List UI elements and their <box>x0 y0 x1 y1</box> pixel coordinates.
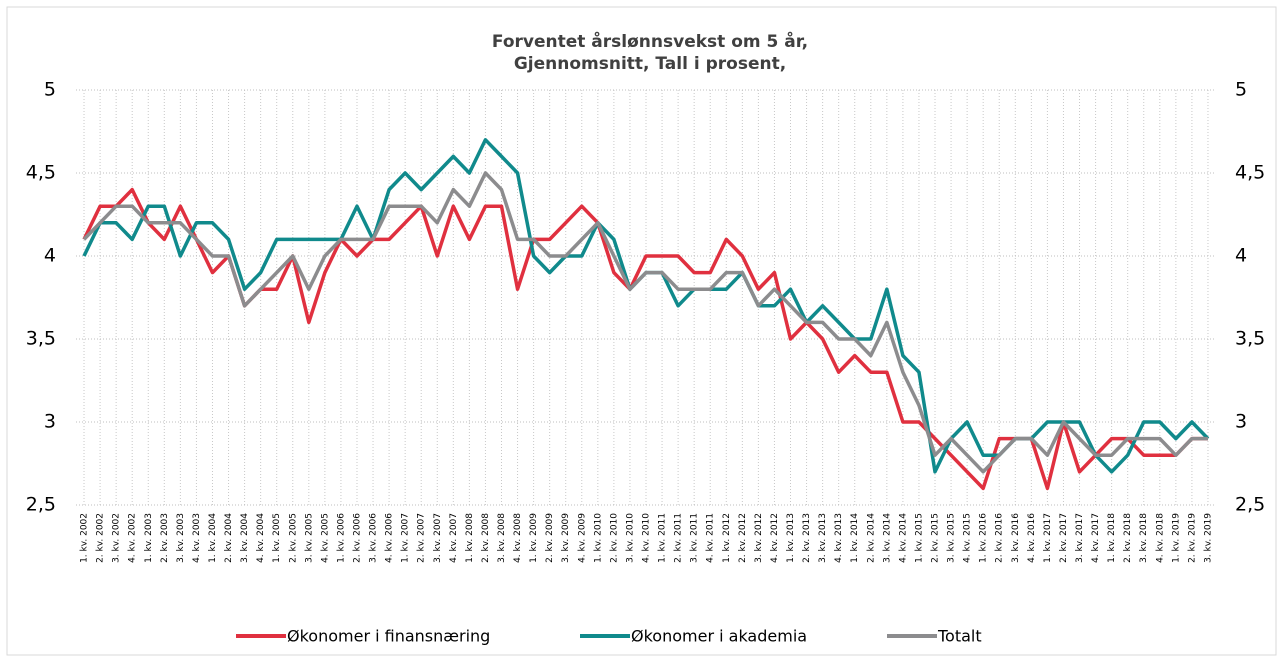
x-tick-label: 1. kv. 2002 <box>80 513 90 563</box>
x-tick-label: 3. kv. 2010 <box>625 513 635 563</box>
x-tick-label: 3. kv. 2002 <box>112 513 122 563</box>
x-tick-label: 2. kv. 2013 <box>802 513 812 563</box>
x-tick-label: 1. kv. 2011 <box>658 513 668 563</box>
legend-label: Økonomer i akademia <box>631 627 807 646</box>
x-tick-label: 4. kv. 2016 <box>1027 513 1037 563</box>
x-tick-label: 1. kv. 2005 <box>272 513 282 563</box>
x-tick-label: 1. kv. 2015 <box>914 513 924 563</box>
chart-title: Forventet årslønnsvekst om 5 år, <box>492 30 808 52</box>
x-tick-label: 3. kv. 2006 <box>369 513 379 563</box>
y2-tick-label: 2,5 <box>1235 494 1265 516</box>
legend-label: Økonomer i finansnæring <box>287 627 490 646</box>
y2-tick-label: 3 <box>1235 411 1247 433</box>
x-tick-label: 4. kv. 2012 <box>770 513 780 563</box>
chart-title: Gjennomsnitt, Tall i prosent, <box>514 54 786 74</box>
x-tick-label: 4. kv. 2010 <box>642 513 652 563</box>
x-tick-label: 3. kv. 2019 <box>1203 513 1213 563</box>
x-tick-label: 2. kv. 2006 <box>352 513 362 563</box>
x-tick-label: 2. kv. 2007 <box>417 513 427 563</box>
x-tick-label: 3. kv. 2018 <box>1139 513 1149 563</box>
y-tick-label: 2,5 <box>26 494 56 516</box>
y-tick-label: 3,5 <box>26 328 56 350</box>
x-tick-label: 2. kv. 2002 <box>96 513 106 563</box>
y-tick-label: 4 <box>44 245 56 267</box>
x-tick-label: 1. kv. 2009 <box>529 513 539 563</box>
x-tick-label: 2. kv. 2016 <box>995 513 1005 563</box>
y-tick-label: 3 <box>44 411 56 433</box>
x-tick-label: 2. kv. 2014 <box>866 513 876 563</box>
y2-tick-label: 4 <box>1235 245 1247 267</box>
x-tick-label: 4. kv. 2017 <box>1091 513 1101 563</box>
x-tick-label: 1. kv. 2013 <box>786 513 796 563</box>
x-tick-label: 3. kv. 2007 <box>433 513 443 563</box>
x-tick-label: 1. kv. 2017 <box>1043 513 1053 563</box>
x-tick-label: 1. kv. 2016 <box>979 513 989 563</box>
y2-tick-label: 3,5 <box>1235 328 1265 350</box>
x-tick-label: 2. kv. 2018 <box>1123 513 1133 563</box>
x-tick-label: 1. kv. 2007 <box>401 513 411 563</box>
legend-label: Totalt <box>937 627 982 646</box>
x-tick-label: 3. kv. 2016 <box>1011 513 1021 563</box>
x-tick-label: 2. kv. 2012 <box>738 513 748 563</box>
y-tick-label: 5 <box>44 79 56 101</box>
x-tick-label: 1. kv. 2014 <box>850 513 860 563</box>
x-tick-label: 4. kv. 2014 <box>898 513 908 563</box>
x-tick-label: 4. kv. 2007 <box>449 513 459 563</box>
x-tick-label: 3. kv. 2014 <box>882 513 892 563</box>
x-tick-label: 2. kv. 2004 <box>224 513 234 563</box>
x-tick-label: 2. kv. 2005 <box>288 513 298 563</box>
x-tick-label: 4. kv. 2005 <box>320 513 330 563</box>
x-tick-label: 3. kv. 2009 <box>561 513 571 563</box>
x-tick-label: 4. kv. 2018 <box>1155 513 1165 563</box>
x-tick-label: 2. kv. 2008 <box>481 513 491 563</box>
x-tick-label: 2. kv. 2003 <box>160 513 170 563</box>
x-tick-label: 3. kv. 2011 <box>690 513 700 563</box>
x-tick-label: 4. kv. 2015 <box>963 513 973 563</box>
x-tick-label: 4. kv. 2004 <box>256 513 266 563</box>
x-tick-label: 2. kv. 2019 <box>1187 513 1197 563</box>
x-tick-label: 2. kv. 2010 <box>609 513 619 563</box>
x-tick-label: 4. kv. 2003 <box>192 513 202 563</box>
x-tick-label: 3. kv. 2004 <box>240 513 250 563</box>
x-tick-label: 1. kv. 2004 <box>208 513 218 563</box>
x-tick-label: 3. kv. 2017 <box>1075 513 1085 563</box>
x-tick-label: 4. kv. 2013 <box>834 513 844 563</box>
x-tick-label: 3. kv. 2015 <box>947 513 957 563</box>
x-tick-label: 2. kv. 2011 <box>674 513 684 563</box>
x-tick-label: 3. kv. 2008 <box>497 513 507 563</box>
x-tick-label: 3. kv. 2013 <box>818 513 828 563</box>
x-tick-label: 4. kv. 2011 <box>706 513 716 563</box>
x-tick-label: 4. kv. 2009 <box>577 513 587 563</box>
x-tick-label: 3. kv. 2003 <box>176 513 186 563</box>
x-tick-label: 4. kv. 2002 <box>128 513 138 563</box>
x-tick-label: 1. kv. 2019 <box>1171 513 1181 563</box>
x-tick-label: 3. kv. 2012 <box>754 513 764 563</box>
x-tick-label: 1. kv. 2018 <box>1107 513 1117 563</box>
x-tick-label: 1. kv. 2006 <box>336 513 346 563</box>
x-tick-label: 1. kv. 2010 <box>593 513 603 563</box>
series-line <box>82 171 1208 474</box>
y2-tick-label: 5 <box>1235 79 1247 101</box>
x-tick-label: 1. kv. 2012 <box>722 513 732 563</box>
x-tick-label: 4. kv. 2006 <box>385 513 395 563</box>
y2-tick-label: 4,5 <box>1235 162 1265 184</box>
y-tick-label: 4,5 <box>26 162 56 184</box>
x-tick-label: 4. kv. 2008 <box>513 513 523 563</box>
chart-frame <box>6 6 1277 656</box>
x-tick-label: 2. kv. 2017 <box>1059 513 1069 563</box>
x-tick-label: 2. kv. 2015 <box>931 513 941 563</box>
x-tick-label: 1. kv. 2008 <box>465 513 475 563</box>
x-tick-label: 2. kv. 2009 <box>545 513 555 563</box>
x-tick-label: 1. kv. 2003 <box>144 513 154 563</box>
x-tick-label: 3. kv. 2005 <box>304 513 314 563</box>
